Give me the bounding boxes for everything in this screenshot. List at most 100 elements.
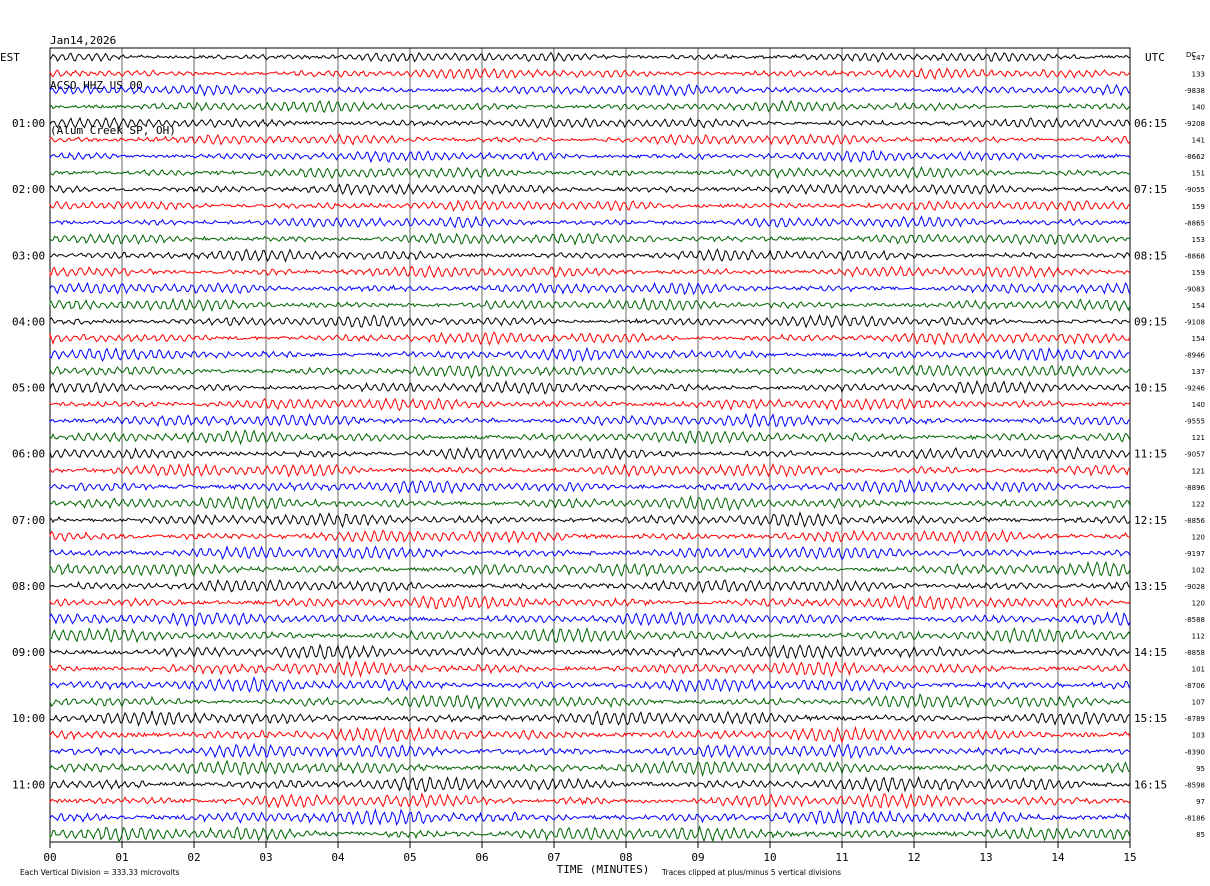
seismic-trace <box>49 560 1131 578</box>
seismic-trace <box>49 67 1131 81</box>
dc-offset-label: -8865 <box>1185 219 1205 227</box>
seismic-trace <box>49 494 1131 512</box>
location-label: (Alum Creek SP, OH) <box>50 124 176 137</box>
seismic-trace <box>49 183 1131 196</box>
seismic-trace <box>49 742 1131 760</box>
dc-offset-label: -9108 <box>1185 318 1205 326</box>
dc-offset-label: 102 <box>1192 566 1205 574</box>
dc-offset-label: 140 <box>1192 401 1205 409</box>
x-tick-label: 00 <box>43 851 56 864</box>
est-hour-label: 04:00 <box>12 315 45 328</box>
seismic-trace <box>49 643 1131 660</box>
x-tick-label: 01 <box>115 851 128 864</box>
dc-offset-label: 121 <box>1192 467 1205 475</box>
dc-offset-label: -8706 <box>1185 682 1206 690</box>
utc-hour-label: 11:15 <box>1134 448 1167 461</box>
dc-offset-label: 101 <box>1192 666 1205 674</box>
seismic-trace <box>49 759 1131 777</box>
dc-offset-label: 133 <box>1192 71 1205 79</box>
x-tick-label: 03 <box>259 851 272 864</box>
station-header: Jan14,2026 ACSO HHZ US 00 (Alum Creek SP… <box>50 3 176 153</box>
plot-frame <box>49 47 1131 843</box>
seismic-trace <box>49 397 1131 412</box>
seismic-trace <box>49 412 1131 429</box>
dc-offset-label: -9208 <box>1185 120 1205 128</box>
clip-note: Traces clipped at plus/minus 5 vertical … <box>661 868 841 877</box>
dc-offset-label: 154 <box>1192 335 1206 343</box>
seismic-trace <box>49 824 1131 843</box>
utc-hour-label: 10:15 <box>1134 382 1167 395</box>
x-tick-label: 11 <box>835 851 848 864</box>
dc-label: DC <box>1186 51 1196 59</box>
utc-hour-label: 16:15 <box>1134 778 1167 791</box>
x-tick-label: 02 <box>187 851 200 864</box>
dc-offset-label: 159 <box>1192 269 1205 277</box>
x-tick-label: 07 <box>547 851 560 864</box>
est-hour-label: 06:00 <box>12 448 45 461</box>
dc-offset-label: -8588 <box>1185 616 1205 624</box>
dc-offset-label: 103 <box>1192 732 1205 740</box>
est-hour-label: 05:00 <box>12 382 45 395</box>
x-tick-label: 08 <box>619 851 632 864</box>
seismic-trace <box>49 133 1131 146</box>
seismic-trace <box>49 232 1131 247</box>
dc-offset-label: 95 <box>1196 765 1205 773</box>
seismic-trace <box>49 297 1131 313</box>
utc-hour-label: 07:15 <box>1134 183 1167 196</box>
seismic-trace <box>49 83 1131 97</box>
dc-offset-label: 97 <box>1196 798 1205 806</box>
dc-offset-label: 159 <box>1192 203 1205 211</box>
utc-hour-label: 06:15 <box>1134 117 1167 130</box>
dc-offset-label: -9057 <box>1185 451 1205 459</box>
est-hour-label: 09:00 <box>12 646 45 659</box>
seismic-trace <box>49 594 1131 611</box>
dc-offset-label: -9028 <box>1185 583 1205 591</box>
dc-offset-label: 85 <box>1196 831 1205 839</box>
dc-offset-label: 120 <box>1192 599 1205 607</box>
dc-offset-label: -8662 <box>1185 153 1205 161</box>
utc-hour-label: 08:15 <box>1134 249 1167 262</box>
seismic-trace <box>49 265 1131 279</box>
seismic-trace <box>49 545 1131 561</box>
x-axis-title: TIME (MINUTES) <box>557 863 650 876</box>
seismic-trace <box>49 51 1131 63</box>
seismic-trace <box>49 627 1131 644</box>
seismic-trace <box>49 165 1131 180</box>
dc-offset-label: 112 <box>1192 633 1205 641</box>
x-tick-label: 14 <box>1051 851 1065 864</box>
dc-offset-label: -8868 <box>1185 252 1205 260</box>
dc-offset-label: -9083 <box>1185 285 1205 293</box>
dc-offset-label: -9838 <box>1185 87 1205 95</box>
est-hour-label: 08:00 <box>12 580 45 593</box>
seismic-trace <box>49 529 1131 545</box>
seismic-trace <box>49 676 1131 693</box>
dc-offset-label: 147 <box>1192 54 1205 62</box>
seismic-trace <box>49 429 1131 446</box>
dc-offset-label: 121 <box>1192 434 1205 442</box>
seismic-trace <box>49 725 1131 744</box>
est-hour-label: 11:00 <box>12 778 45 791</box>
seismic-trace <box>49 281 1131 296</box>
seismic-trace <box>49 99 1131 114</box>
est-hour-label: 07:00 <box>12 514 45 527</box>
seismic-trace <box>49 379 1131 395</box>
seismic-trace <box>49 808 1131 826</box>
dc-offset-label: 120 <box>1192 533 1205 541</box>
seismic-trace <box>49 248 1131 263</box>
dc-offset-label: 140 <box>1192 104 1205 112</box>
x-tick-label: 09 <box>691 851 704 864</box>
x-tick-label: 12 <box>907 851 920 864</box>
seismic-trace <box>49 149 1131 164</box>
dc-offset-label: -8390 <box>1185 748 1205 756</box>
seismic-trace <box>49 478 1131 495</box>
dc-offset-label: -8598 <box>1185 781 1205 789</box>
x-tick-label: 15 <box>1123 851 1136 864</box>
est-hour-label: 10:00 <box>12 712 45 725</box>
seismic-trace <box>49 346 1131 363</box>
x-tick-label: 05 <box>403 851 416 864</box>
seismic-trace <box>49 462 1131 478</box>
utc-hour-label: 09:15 <box>1134 315 1167 328</box>
dc-offset-label: 154 <box>1192 302 1206 310</box>
seismic-trace <box>49 775 1131 793</box>
